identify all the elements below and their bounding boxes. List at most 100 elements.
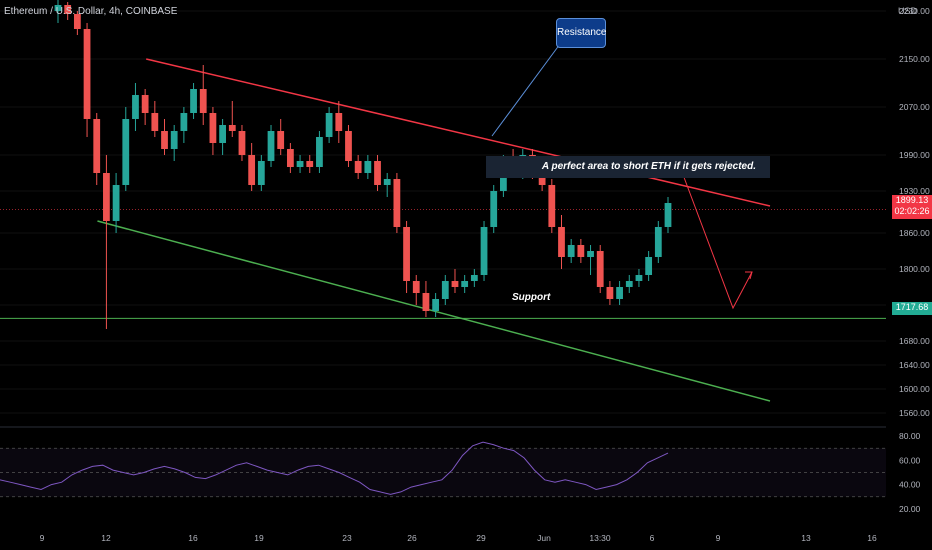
candle-body [664, 203, 672, 227]
price-tick-label: 1640.00 [899, 360, 930, 370]
candle-body [480, 227, 488, 275]
time-tick-label: 13 [801, 533, 811, 543]
candle-body [112, 185, 120, 221]
price-tick-label: 1930.00 [899, 186, 930, 196]
candle-body [209, 113, 217, 143]
candle-body [286, 149, 294, 167]
rsi-line [0, 441, 669, 495]
candle-body [277, 131, 285, 149]
price-tick-label: 2150.00 [899, 54, 930, 64]
candle-body [257, 161, 265, 185]
candle-body [64, 5, 72, 14]
time-tick-label: 12 [101, 533, 111, 543]
candle-body [122, 119, 130, 185]
time-tick-label: Jun [537, 533, 551, 543]
projection-arrow [681, 171, 753, 310]
candle-body [625, 281, 633, 287]
time-tick-label: 9 [716, 533, 721, 543]
candle-body [393, 179, 401, 227]
resistance-callout[interactable]: Resistance [556, 18, 606, 48]
time-tick-label: 16 [867, 533, 877, 543]
candle-body [606, 287, 614, 299]
current-price-value: 1899.13 [895, 195, 929, 205]
candle-body [490, 191, 498, 227]
symbol-header: Ethereum / U.S. Dollar, 4h, COINBASE [4, 6, 178, 17]
candle-body [170, 131, 178, 149]
rsi-panel: 80.00 60.00 40.00 20.00 [0, 426, 921, 514]
price-tick-label: 1680.00 [899, 336, 930, 346]
support-label[interactable]: Support [512, 292, 551, 303]
price-tick-label: 1990.00 [899, 150, 930, 160]
candle-body [180, 113, 188, 131]
currency-label: USD [898, 6, 918, 16]
candle-body [364, 161, 372, 173]
candle-body [306, 161, 314, 167]
candle-body [374, 161, 381, 185]
candle-body [567, 245, 575, 257]
candle-body [325, 113, 333, 137]
time-tick-label: 16 [188, 533, 198, 543]
candle-body [616, 287, 623, 299]
candle-body [161, 131, 168, 149]
price-tick-label: 2070.00 [899, 102, 930, 112]
candle-body [54, 5, 62, 11]
candle-body [151, 113, 159, 131]
rsi-tick-label: 80.00 [899, 431, 921, 441]
candle-body [538, 173, 546, 185]
candle-body [219, 125, 226, 143]
candle-body [451, 281, 459, 287]
candle-body [238, 131, 246, 155]
projection-arrowhead [745, 271, 753, 280]
candle-body [248, 155, 256, 185]
candle-body [228, 125, 236, 131]
time-axis[interactable]: 9 12 16 19 23 26 29 Jun 13:30 6 9 13 16 [40, 533, 877, 543]
chart-grid [0, 10, 886, 414]
candle-body [345, 131, 352, 161]
candle-body [422, 293, 430, 311]
resistance-trendline [146, 58, 771, 207]
candle-body [141, 95, 149, 113]
candle-body [461, 281, 469, 287]
candle-countdown: 02:02:26 [894, 206, 930, 216]
time-tick-label: 29 [476, 533, 486, 543]
candlestick-series [54, 0, 672, 329]
candle-body [654, 227, 662, 257]
candle-body [432, 299, 440, 311]
support-price-tag: 1717.68 [892, 302, 932, 315]
candle-body [296, 161, 304, 167]
callout-pointer [491, 43, 561, 137]
candle-body [558, 227, 565, 257]
candle-body [354, 161, 362, 173]
candle-body [93, 119, 101, 173]
time-tick-label: 6 [650, 533, 655, 543]
candle-body [403, 227, 410, 281]
candle-body [132, 95, 139, 119]
candle-body [190, 89, 197, 113]
candle-body [645, 257, 653, 275]
candle-body [83, 29, 91, 119]
candle-body [316, 137, 323, 167]
rsi-tick-label: 60.00 [899, 455, 921, 465]
candle-body [73, 14, 81, 29]
candle-body [383, 179, 391, 185]
current-price-tag: 1899.13 02:02:26 [892, 195, 932, 219]
short-note-box[interactable]: A perfect area to short ETH if it gets r… [486, 156, 770, 178]
candle-body [596, 251, 604, 287]
candle-body [335, 113, 343, 131]
price-tick-label: 2230.00 [899, 6, 930, 16]
candle-body [635, 275, 643, 281]
price-tick-label: 1560.00 [899, 408, 930, 418]
candle-body [587, 251, 594, 257]
time-tick-label: 9 [40, 533, 45, 543]
time-tick-label: 26 [407, 533, 417, 543]
rsi-tick-label: 40.00 [899, 480, 921, 490]
price-tick-label: 1860.00 [899, 228, 930, 238]
candle-body [441, 281, 449, 299]
price-tick-label: 1600.00 [899, 384, 930, 394]
candle-body [267, 131, 275, 161]
candle-body [199, 89, 207, 113]
time-tick-label: 23 [342, 533, 352, 543]
time-tick-label: 13:30 [589, 533, 611, 543]
time-tick-label: 19 [254, 533, 264, 543]
